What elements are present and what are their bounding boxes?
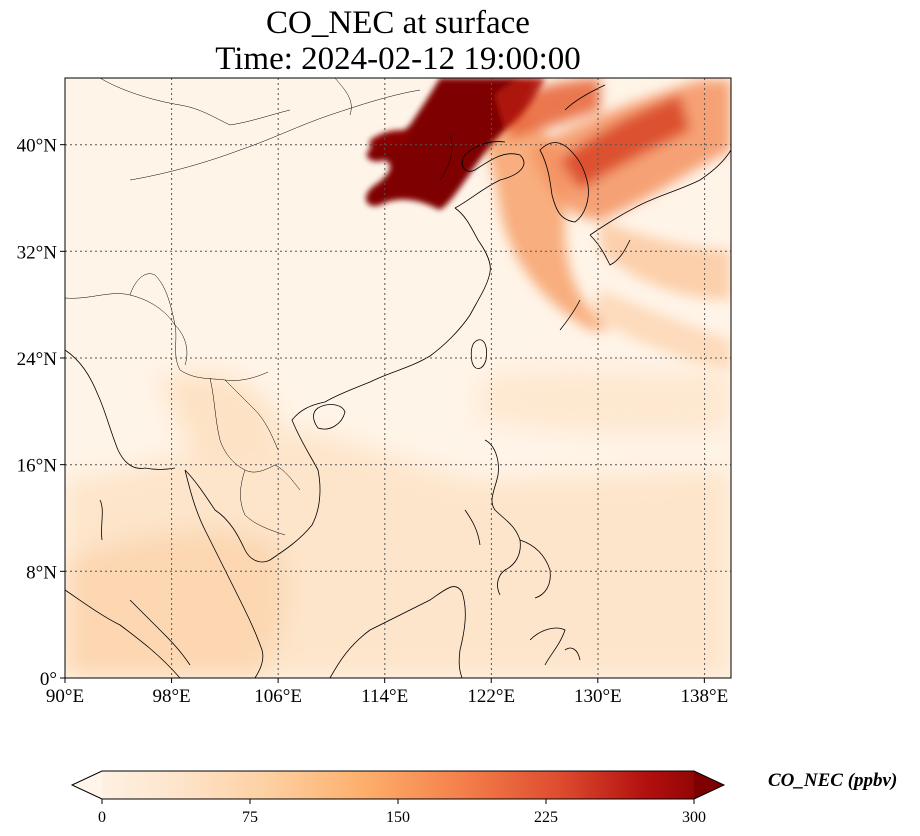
lon-tick-label: 106°E: [254, 686, 302, 707]
colorbar-tick-label: 150: [386, 809, 410, 826]
colorbar-ticks: 0 75 150 225 300: [98, 799, 706, 826]
lon-tick-label: 122°E: [467, 686, 515, 707]
lon-tick-label: 138°E: [681, 686, 729, 707]
longitude-axis: 90°E 98°E 106°E 114°E 122°E 130°E 138°E: [46, 678, 728, 707]
lon-tick-label: 98°E: [152, 686, 190, 707]
coastlines: [65, 84, 731, 678]
lon-tick-label: 130°E: [574, 686, 622, 707]
concentration-field: [65, 78, 731, 678]
lat-tick-label: 16°N: [17, 456, 58, 477]
colorbar-tick-label: 0: [98, 809, 106, 826]
lon-tick-label: 90°E: [46, 686, 84, 707]
map-frame: [64, 77, 732, 679]
colorbar-tick-label: 75: [242, 809, 258, 826]
colorbar-tick-label: 225: [534, 809, 558, 826]
map-subtitle-time: Time: 2024-02-12 19:00:00: [215, 41, 581, 77]
lat-tick-label: 8°N: [26, 562, 57, 583]
lat-tick-label: 32°N: [17, 242, 58, 263]
latitude-axis: 0° 8°N 16°N 24°N 32°N 40°N: [17, 136, 65, 690]
lon-tick-label: 114°E: [361, 686, 408, 707]
colorbar: 0 75 150 225 300: [70, 770, 726, 826]
lat-tick-label: 0°: [40, 669, 57, 690]
lat-tick-label: 24°N: [17, 349, 58, 370]
gridlines: [65, 78, 731, 678]
lat-tick-label: 40°N: [17, 136, 58, 157]
map-title: CO_NEC at surface: [266, 5, 530, 41]
colorbar-label: CO_NEC (ppbv): [768, 770, 898, 791]
colorbar-tick-label: 300: [682, 809, 706, 826]
